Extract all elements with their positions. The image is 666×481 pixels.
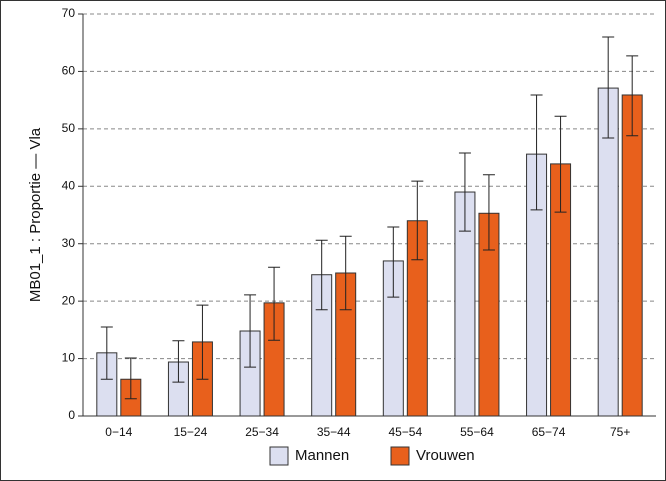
legend-swatch — [390, 446, 410, 466]
error-bar — [268, 266, 281, 341]
error-bar — [339, 235, 352, 311]
error-bar — [626, 55, 639, 137]
x-tick-label: 15−24 — [174, 425, 208, 439]
x-tick-label: 75+ — [610, 425, 630, 439]
error-bar — [554, 115, 567, 213]
error-bar — [100, 326, 113, 380]
legend-swatch — [269, 446, 289, 466]
error-bar — [530, 94, 543, 211]
x-tick-label: 55−64 — [460, 425, 494, 439]
error-bar — [315, 239, 328, 311]
error-bar — [124, 357, 137, 400]
error-bar — [458, 152, 471, 232]
error-bar — [602, 36, 615, 139]
y-axis-label: MB01_1 : Proportie — Vla — [27, 127, 44, 302]
y-tick-label: 70 — [62, 6, 76, 20]
error-bar — [244, 294, 257, 368]
error-bar — [411, 180, 424, 261]
y-tick-label: 50 — [62, 121, 76, 135]
x-tick-label: 25−34 — [245, 425, 279, 439]
x-tick-label: 45−54 — [388, 425, 422, 439]
legend-label: Vrouwen — [416, 447, 475, 464]
error-bar — [482, 174, 495, 251]
y-tick-label: 20 — [62, 293, 76, 307]
y-tick-label: 30 — [62, 236, 76, 250]
x-tick-label: 65−74 — [532, 425, 566, 439]
error-bar — [196, 304, 209, 380]
y-tick-label: 0 — [68, 408, 75, 422]
x-tick-label: 0−14 — [105, 425, 132, 439]
bar — [621, 94, 643, 417]
y-tick-label: 40 — [62, 178, 76, 192]
x-tick-label: 35−44 — [317, 425, 351, 439]
error-bar — [172, 340, 185, 383]
y-tick-label: 10 — [62, 351, 76, 365]
legend-label: Mannen — [295, 447, 349, 464]
error-bar — [387, 226, 400, 298]
y-tick-label: 60 — [62, 64, 76, 78]
